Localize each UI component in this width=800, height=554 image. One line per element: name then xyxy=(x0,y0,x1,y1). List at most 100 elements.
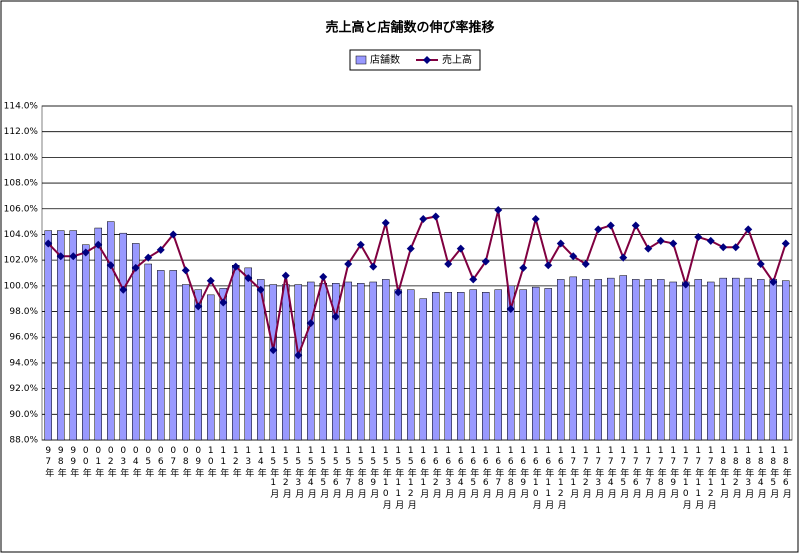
x-tick-label: 18年2月 xyxy=(731,446,742,499)
marker xyxy=(194,302,203,311)
marker xyxy=(394,288,403,297)
y-tick-label: 104.0% xyxy=(4,230,39,240)
bar xyxy=(319,283,327,441)
marker xyxy=(644,244,653,253)
marker xyxy=(631,221,640,230)
marker xyxy=(431,212,440,221)
bar xyxy=(57,230,65,441)
x-tick-label: 17年6月 xyxy=(631,446,642,499)
marker xyxy=(519,263,528,272)
bar xyxy=(694,279,702,441)
x-tick-label: 02年 xyxy=(106,446,117,478)
y-tick-label: 100.0% xyxy=(4,281,39,291)
bar xyxy=(182,284,190,441)
bar xyxy=(232,265,240,441)
y-tick-label: 112.0% xyxy=(4,127,39,137)
x-tick-label: 07年 xyxy=(168,446,179,478)
x-tick-label: 08年 xyxy=(181,446,192,478)
x-tick-label: 16年4月 xyxy=(456,446,467,499)
marker xyxy=(44,239,53,248)
bar xyxy=(94,227,102,441)
x-tick-label: 18年5月 xyxy=(768,446,779,499)
bar xyxy=(557,279,565,441)
y-tick-label: 90.0% xyxy=(9,410,38,420)
x-tick-label: 16年5月 xyxy=(468,446,479,499)
marker xyxy=(781,239,790,248)
bar xyxy=(44,230,52,441)
x-tick-label: 16年9月 xyxy=(518,446,529,499)
bar xyxy=(157,270,165,441)
y-tick-label: 102.0% xyxy=(4,256,39,266)
marker xyxy=(656,236,665,245)
x-tick-label: 16年3月 xyxy=(443,446,454,499)
x-tick-label: 16年8月 xyxy=(506,446,517,499)
marker xyxy=(506,304,515,313)
marker xyxy=(706,236,715,245)
bar xyxy=(344,281,352,441)
bar xyxy=(644,279,652,441)
x-tick-label: 18年6月 xyxy=(781,446,792,499)
bar xyxy=(732,277,740,441)
marker xyxy=(56,252,65,261)
bar xyxy=(382,279,390,441)
x-tick-label: 16年2月 xyxy=(431,446,442,499)
marker xyxy=(119,285,128,294)
bar xyxy=(257,279,265,441)
marker xyxy=(569,252,578,261)
x-tick-label: 15年5月 xyxy=(318,446,329,499)
bar xyxy=(544,288,552,441)
bar xyxy=(494,289,502,441)
marker xyxy=(481,257,490,266)
plot-area xyxy=(41,105,793,441)
bar xyxy=(407,289,415,441)
bar xyxy=(769,279,777,441)
marker xyxy=(169,230,178,239)
y-tick-label: 88.0% xyxy=(9,436,38,446)
x-tick-label: 17年3月 xyxy=(593,446,604,499)
bar xyxy=(269,284,277,441)
marker xyxy=(181,266,190,275)
x-tick-label: 17年1月 xyxy=(568,446,579,499)
x-tick-label: 17年10月 xyxy=(681,446,692,510)
x-tick-label: 17年7月 xyxy=(643,446,654,499)
bar xyxy=(719,277,727,441)
x-tick-label: 18年3月 xyxy=(743,446,754,499)
bar xyxy=(107,221,115,441)
marker xyxy=(256,285,265,294)
marker xyxy=(231,262,240,271)
bar xyxy=(507,285,515,441)
bar xyxy=(594,279,602,441)
marker xyxy=(594,225,603,234)
legend-label: 店舗数 xyxy=(370,53,400,66)
x-tick-label: 11年 xyxy=(218,446,229,478)
y-tick-label: 114.0% xyxy=(4,102,39,112)
marker xyxy=(131,263,140,272)
marker xyxy=(669,239,678,248)
bar xyxy=(432,292,440,441)
marker xyxy=(319,272,328,281)
marker xyxy=(369,262,378,271)
bar xyxy=(482,292,490,441)
bar xyxy=(69,230,77,441)
x-tick-label: 09年 xyxy=(193,446,204,478)
marker xyxy=(744,225,753,234)
marker xyxy=(331,312,340,321)
x-tick-label: 13年 xyxy=(243,446,254,478)
y-tick-label: 110.0% xyxy=(4,153,39,163)
marker xyxy=(456,244,465,253)
x-tick-label: 15年11月 xyxy=(393,446,404,510)
marker xyxy=(294,351,303,360)
x-tick-label: 17年2月 xyxy=(581,446,592,499)
x-tick-label: 15年1月 xyxy=(268,446,279,499)
x-tick-label: 98年 xyxy=(56,446,67,478)
y-tick-label: 94.0% xyxy=(9,358,38,368)
bar xyxy=(419,298,427,441)
marker xyxy=(756,260,765,269)
y-tick-label: 96.0% xyxy=(9,333,38,343)
bar xyxy=(244,267,252,441)
x-tick-label: 10年 xyxy=(206,446,217,478)
x-tick-label: 16年12月 xyxy=(556,446,567,510)
bar xyxy=(657,279,665,441)
marker xyxy=(381,218,390,227)
